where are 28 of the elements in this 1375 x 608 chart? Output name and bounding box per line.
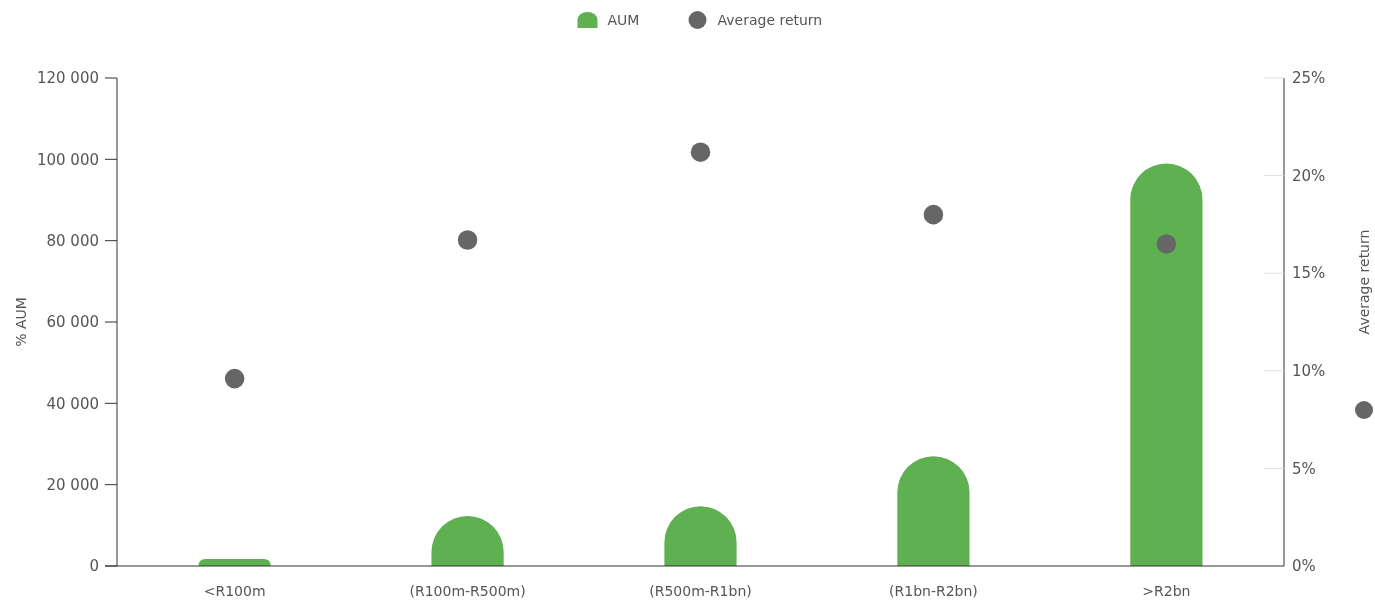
y-tick-label: 100 000 [36, 150, 99, 169]
x-tick-label: (R500m-R1bn) [649, 583, 752, 599]
y-tick-label: 120 000 [36, 69, 99, 88]
point [457, 230, 478, 250]
y-tick-label: 0 [89, 557, 99, 576]
point [1156, 234, 1177, 254]
y2-tick-label: 0% [1292, 557, 1316, 576]
point [690, 142, 711, 162]
x-tick-label: <R100m [203, 583, 266, 599]
point [224, 368, 245, 389]
y2-tick-label: 20% [1292, 166, 1326, 185]
y-tick-label: 20 000 [46, 475, 99, 494]
bar [1130, 163, 1203, 566]
y2-tick-label: 10% [1292, 362, 1326, 381]
x-tick-label: (R1bn-R2bn) [889, 583, 978, 599]
legend-label: AUM [607, 11, 640, 28]
y2-tick-label: 5% [1292, 459, 1316, 478]
point [923, 204, 944, 225]
y2-tick-label: 25% [1292, 69, 1326, 88]
x-tick-label: (R100m-R500m) [409, 583, 526, 599]
y-tick-label: 60 000 [46, 313, 99, 332]
legend-label: Average return [717, 11, 823, 28]
y2-tick-label: 15% [1292, 264, 1326, 283]
x-tick-label: >R2bn [1142, 583, 1191, 599]
y-axis-title: % AUM [13, 297, 29, 347]
y-tick-label: 80 000 [46, 231, 99, 250]
y-tick-label: 40 000 [46, 394, 99, 413]
y2-axis-title: Average return [1356, 229, 1372, 335]
